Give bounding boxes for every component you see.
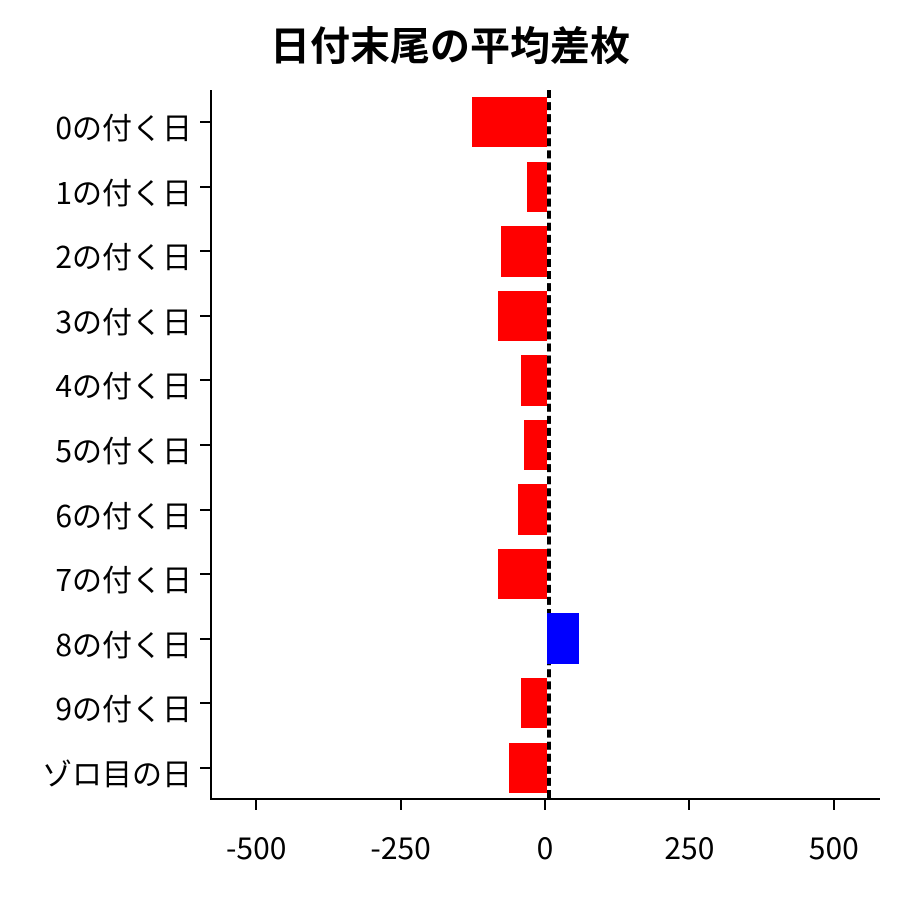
bar xyxy=(521,355,547,405)
y-tick-label: ゾロ目の日 xyxy=(42,750,192,794)
x-tick-label: 0 xyxy=(475,824,615,868)
plot-area xyxy=(210,90,880,800)
x-tick xyxy=(544,800,546,810)
y-tick xyxy=(200,315,210,317)
bar xyxy=(501,226,547,276)
x-tick xyxy=(400,800,402,810)
bar xyxy=(521,678,547,728)
y-tick-label: 7の付く日 xyxy=(55,556,192,600)
y-tick-label: 9の付く日 xyxy=(55,685,192,729)
y-tick-label: 0の付く日 xyxy=(55,104,192,148)
x-tick xyxy=(833,800,835,810)
x-tick-label: -250 xyxy=(331,824,471,868)
y-tick-label: 1の付く日 xyxy=(55,169,192,213)
y-tick xyxy=(200,702,210,704)
x-tick xyxy=(688,800,690,810)
y-tick xyxy=(200,509,210,511)
y-tick xyxy=(200,444,210,446)
y-tick-label: 8の付く日 xyxy=(55,621,192,665)
bar xyxy=(472,97,547,147)
y-tick xyxy=(200,573,210,575)
y-tick-label: 6の付く日 xyxy=(55,492,192,536)
y-tick xyxy=(200,638,210,640)
y-tick-label: 3の付く日 xyxy=(55,298,192,342)
bar xyxy=(547,613,579,663)
diverging-bar-chart: 日付末尾の平均差枚 0の付く日 1の付く日 2の付く日 3の付く日 4の付く日 5の付く日… xyxy=(0,0,900,900)
bar xyxy=(498,291,547,341)
y-tick xyxy=(200,767,210,769)
x-tick-label: 500 xyxy=(764,824,900,868)
y-tick xyxy=(200,121,210,123)
x-tick-label: -500 xyxy=(186,824,326,868)
y-tick-label: 4の付く日 xyxy=(55,362,192,406)
x-tick xyxy=(255,800,257,810)
y-tick-label: 2の付く日 xyxy=(55,233,192,277)
x-tick-label: 250 xyxy=(619,824,759,868)
y-tick xyxy=(200,379,210,381)
y-tick-label: 5の付く日 xyxy=(55,427,192,471)
bar xyxy=(518,484,547,534)
bar xyxy=(509,743,547,793)
y-tick xyxy=(200,250,210,252)
bar xyxy=(498,549,547,599)
y-tick xyxy=(200,186,210,188)
chart-title: 日付末尾の平均差枚 xyxy=(0,14,900,72)
zero-reference-line xyxy=(547,90,551,798)
bar xyxy=(524,420,547,470)
bar xyxy=(527,162,547,212)
